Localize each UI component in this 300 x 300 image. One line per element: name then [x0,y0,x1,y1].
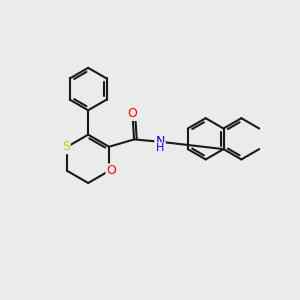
Text: N: N [155,135,165,148]
Text: O: O [106,164,116,177]
Text: O: O [128,107,138,120]
Text: S: S [62,140,70,153]
Text: H: H [156,143,164,153]
